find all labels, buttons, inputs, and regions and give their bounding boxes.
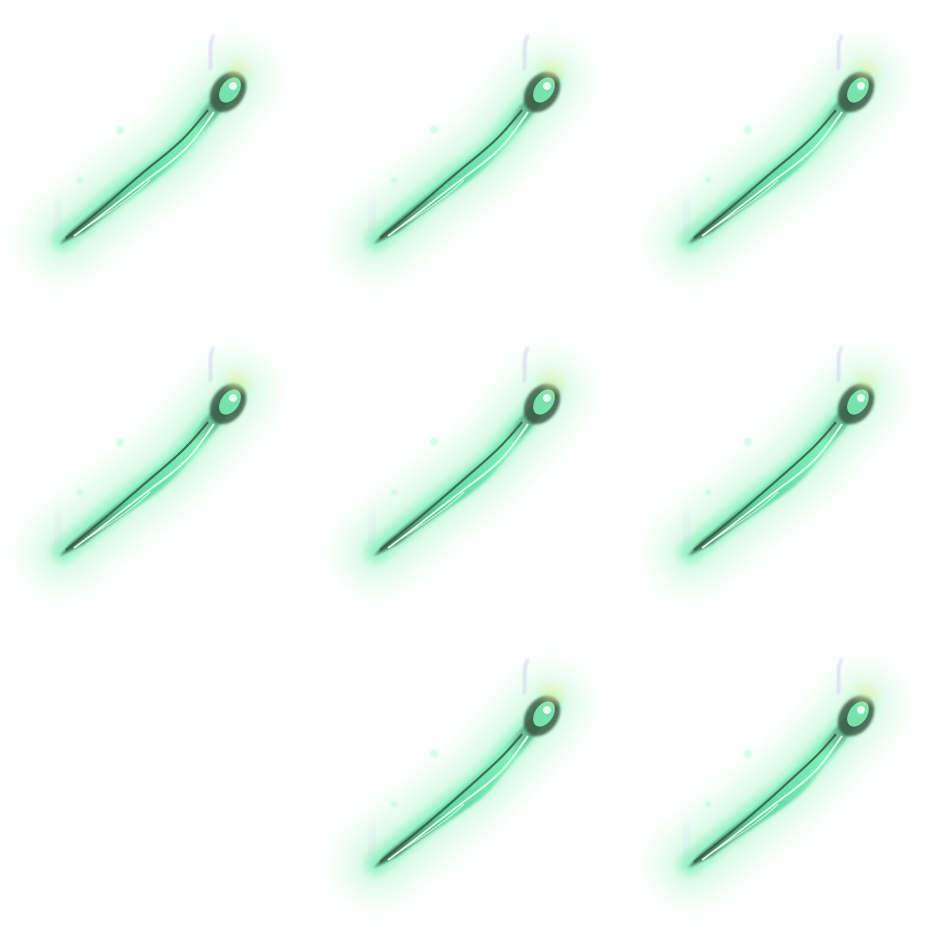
energy-spear-icon [27, 34, 270, 275]
sprite-frame [628, 312, 942, 624]
sprite-frame [0, 312, 314, 624]
energy-spear-icon [341, 346, 584, 587]
sprite-frame [314, 0, 628, 312]
energy-spear-icon [655, 34, 898, 275]
energy-spear-icon [341, 34, 584, 275]
sprite-frame [628, 0, 942, 312]
energy-spear-icon [27, 346, 270, 587]
sprite-frame [628, 624, 942, 936]
energy-spear-icon [341, 658, 584, 899]
energy-spear-icon [655, 346, 898, 587]
sprite-frame [314, 624, 628, 936]
empty-frame [0, 624, 314, 936]
sprite-frame [0, 0, 314, 312]
energy-spear-icon [655, 658, 898, 899]
sprite-frame [314, 312, 628, 624]
